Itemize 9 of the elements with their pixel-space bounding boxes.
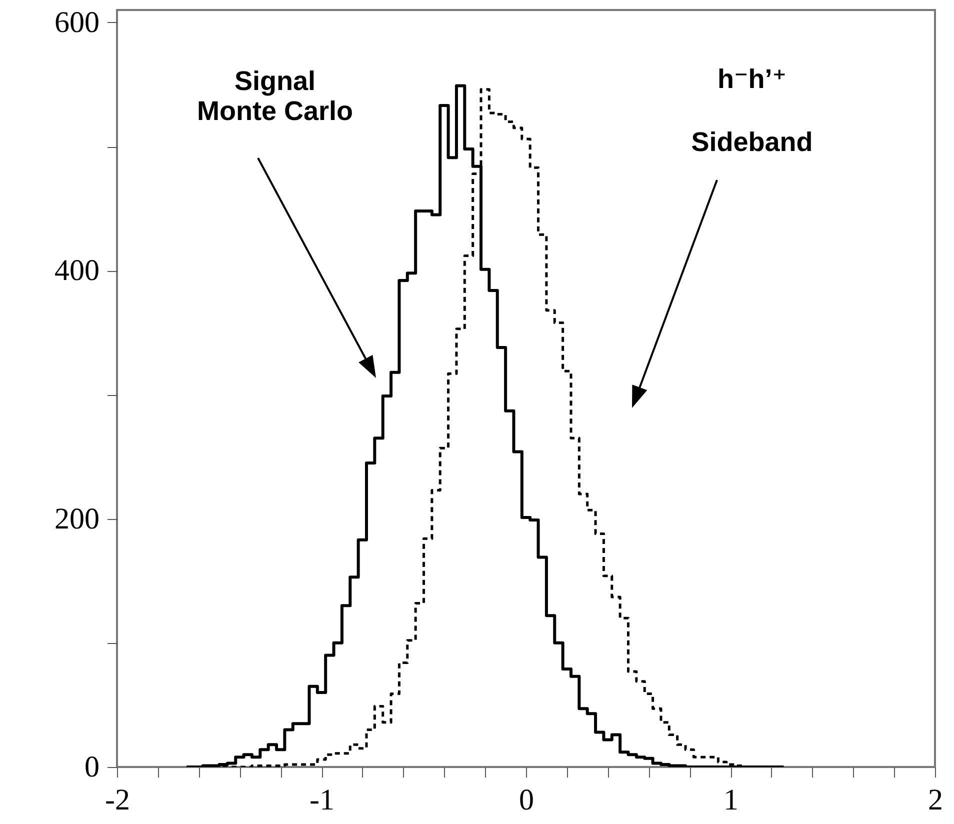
x-tick-label: -1: [310, 784, 334, 816]
y-tick-label: 600: [54, 6, 100, 39]
x-tick-label: -2: [105, 784, 130, 816]
x-tick-label: 0: [519, 784, 534, 816]
x-tick-label: 1: [724, 784, 738, 816]
x-tick-label: 2: [928, 784, 943, 816]
y-tick-label: 200: [54, 502, 100, 536]
y-tick-label: 400: [54, 254, 100, 288]
y-tick-label: 0: [84, 750, 100, 784]
